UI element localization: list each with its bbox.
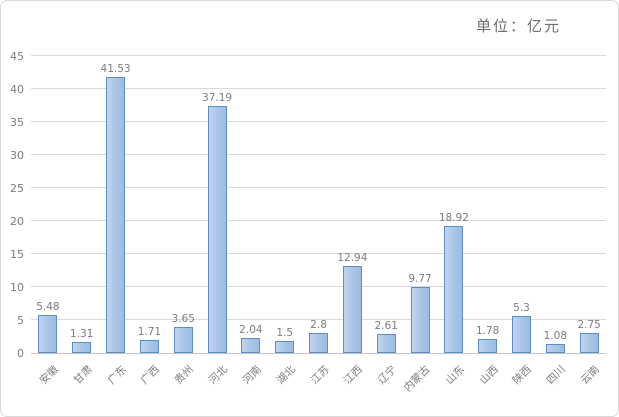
bar-广西: [139, 339, 159, 353]
value-label: 5.3: [513, 302, 530, 315]
bar-slot: 1.5: [268, 56, 302, 353]
bar-陕西: [512, 316, 531, 353]
bar-slot: 37.19: [200, 56, 234, 353]
bar-slot: 2.61: [369, 56, 403, 353]
x-tick-label: 山东: [443, 363, 467, 387]
bar-云南: [579, 332, 599, 353]
x-tick-label: 云南: [578, 363, 602, 387]
value-label: 3.65: [171, 312, 195, 325]
bar-四川: [545, 343, 565, 353]
x-tick-label: 辽宁: [375, 363, 400, 387]
gridline: [31, 319, 606, 320]
y-tick-label: 40: [10, 82, 24, 96]
value-label: 1.78: [475, 325, 500, 338]
y-tick-label: 20: [10, 214, 24, 228]
x-tick-label: 江西: [341, 363, 366, 387]
y-tick-label: 15: [10, 247, 24, 261]
value-label: 37.19: [202, 91, 233, 104]
bar-slot: 3.65: [166, 56, 200, 353]
x-tick-label: 河北: [206, 363, 230, 387]
y-tick-label: 5: [17, 313, 24, 327]
bar-slot: 2.8: [302, 56, 336, 353]
value-label: 12.94: [337, 251, 368, 264]
x-axis-line: [31, 353, 606, 354]
bar-甘肃: [72, 342, 92, 353]
y-tick-label: 10: [10, 280, 24, 294]
value-label: 1.71: [137, 325, 162, 338]
y-tick-label: 25: [10, 181, 24, 195]
bar-山东: [444, 226, 464, 353]
gridline: [31, 220, 606, 221]
bar-slot: 5.3: [505, 56, 539, 353]
x-tick-label: 四川: [544, 363, 569, 387]
bar-河南: [241, 337, 261, 353]
bar-slot: 1.71: [132, 56, 166, 353]
value-label: 9.77: [408, 272, 432, 285]
bar-安徽: [38, 314, 58, 353]
gridline: [31, 154, 606, 155]
bar-广东: [106, 76, 126, 353]
value-label: 2.04: [239, 323, 263, 336]
value-label: 1.5: [276, 327, 294, 340]
bar-江苏: [309, 332, 329, 353]
gridline: [31, 286, 606, 287]
x-tick-label: 陕西: [511, 363, 535, 387]
bar-slot: 9.77: [403, 56, 437, 353]
plot-area: 0 5 10 15 20 25 30 35 40 45 5.48 1.31 41.53 1.71 3.65…: [10, 51, 606, 394]
bar-山西: [478, 339, 498, 353]
bar-slot: 12.94: [335, 56, 369, 353]
gridline: [31, 187, 606, 188]
x-tick-label: 贵州: [172, 363, 197, 387]
x-tick-label: 山西: [477, 363, 501, 387]
gridline: [31, 88, 606, 89]
bar-内蒙古: [410, 286, 430, 353]
bar-slot: 2.04: [234, 56, 268, 353]
value-label: 2.61: [374, 319, 398, 332]
bar-slot: 41.53: [99, 56, 133, 353]
gridline: [31, 253, 606, 254]
value-label: 18.92: [438, 212, 469, 225]
gridline: [31, 55, 606, 56]
x-tick-label: 广西: [138, 363, 163, 387]
bar-slot: 5.48: [31, 56, 65, 353]
x-tick-label: 甘肃: [71, 363, 95, 387]
value-label: 41.53: [100, 62, 131, 75]
bar-湖北: [275, 341, 295, 353]
bars-area: 5.48 1.31 41.53 1.71 3.65 37.19 2.04 1.5 2.8 12.9…: [31, 56, 606, 353]
bar-slot: 1.08: [538, 56, 572, 353]
x-tick-label: 安徽: [37, 363, 61, 387]
value-label: 2.8: [310, 318, 327, 331]
bar-slot: 2.75: [572, 56, 606, 353]
x-tick-label: 湖北: [274, 363, 298, 387]
bar-江西: [342, 265, 362, 353]
x-tick-label: 江苏: [308, 363, 332, 387]
bar-slot: 1.31: [65, 56, 99, 353]
value-label: 5.48: [36, 300, 60, 313]
y-tick-label: 0: [17, 346, 24, 360]
bar-辽宁: [376, 333, 396, 353]
bar-河北: [207, 105, 227, 353]
value-label: 1.08: [543, 329, 568, 342]
y-tick-label: 45: [10, 49, 24, 63]
value-label: 1.31: [70, 328, 94, 341]
bar-贵州: [173, 326, 193, 353]
y-tick-label: 30: [10, 148, 24, 162]
chart-title: 单位：亿元: [475, 17, 561, 35]
x-tick-label: 河南: [240, 363, 264, 387]
x-tick-label: 广东: [105, 363, 129, 387]
y-tick-label: 35: [10, 115, 24, 129]
x-tick-label: 内蒙古: [402, 363, 433, 395]
bar-slot: 18.92: [437, 56, 471, 353]
gridline: [31, 121, 606, 122]
bar-slot: 1.78: [471, 56, 505, 353]
value-label: 2.75: [577, 318, 601, 331]
